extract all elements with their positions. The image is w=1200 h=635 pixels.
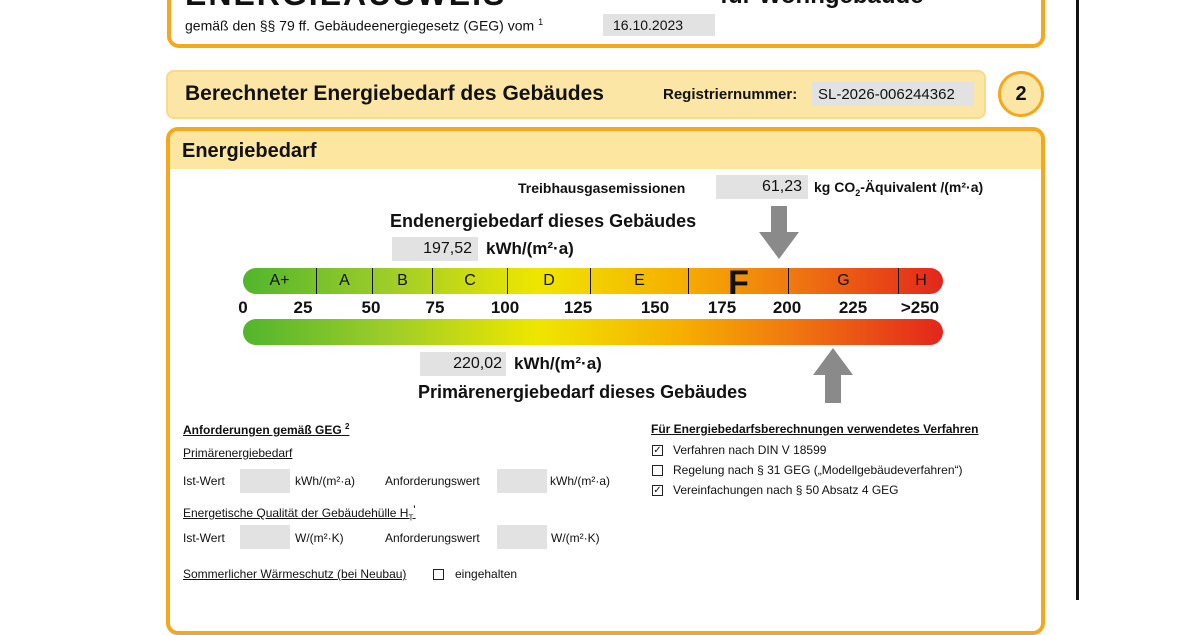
checkbox: ✓: [652, 485, 663, 496]
class-cell: H: [898, 268, 943, 294]
method-option: Regelung nach § 31 GEG („Modellgebäudeve…: [673, 463, 963, 477]
end-unit: kWh/(m²·a): [486, 239, 574, 258]
class-cell: F: [688, 268, 788, 294]
main-title: Energiebedarf: [182, 140, 317, 162]
up-arrow: [813, 348, 853, 403]
tick-label: 50: [361, 298, 381, 317]
legal: gemäß den §§ 79 ff. Gebäudeenergiegesetz…: [185, 17, 535, 34]
tick-label: 0: [238, 298, 248, 317]
method-title: Für Energiebedarfsberechnungen verwendet…: [651, 422, 979, 436]
page-number: 2: [998, 71, 1044, 117]
edge-line: [1076, 0, 1079, 600]
main-box: [166, 127, 1045, 635]
date: 16.10.2023: [613, 17, 684, 33]
reg-number: SL-2026-006244362: [818, 86, 955, 103]
checkbox: [652, 465, 663, 476]
doc-subtitle: für Wohngebäude: [720, 0, 924, 10]
unit-prefix: kg CO: [814, 179, 856, 195]
req-note: 2: [345, 422, 350, 431]
emissions-value: 61,23: [761, 178, 802, 195]
req-title: Anforderungen gemäß GEG 2: [183, 422, 349, 437]
checkbox: ✓: [652, 445, 663, 456]
class-cell: E: [590, 268, 688, 294]
primary-title: Primärenergiebedarf dieses Gebäudes: [418, 382, 748, 402]
tick-label: 175: [707, 298, 737, 317]
class-cell: D: [507, 268, 590, 294]
ist-label: Ist-Wert: [183, 474, 225, 488]
primary-value: 220,02: [453, 355, 502, 372]
tick-label: 150: [640, 298, 670, 317]
envelope-text: Energetische Qualität der Gebäudehülle H: [183, 506, 409, 520]
end-title: Endenergiebedarf dieses Gebäudes: [390, 211, 697, 231]
down-arrow: [759, 206, 799, 259]
class-cell: A: [316, 268, 372, 294]
class-cell: B: [372, 268, 432, 294]
unit: kWh/(m²·a): [550, 474, 610, 488]
emissions-box: [716, 175, 808, 199]
tick-label: 75: [425, 298, 445, 317]
summer-label: Sommerlicher Wärmeschutz (bei Neubau): [183, 567, 407, 581]
primary-heading: Primärenergiebedarf: [183, 446, 293, 460]
emissions-unit: kg CO2-Äquivalent /(m²·a): [814, 179, 983, 198]
emissions-label: Treibhausgasemissionen: [518, 180, 686, 196]
unit: W/(m²·K): [295, 531, 344, 545]
doc-title: ENERGIEAUSWEIS: [185, 0, 506, 13]
unit-sub: 2: [855, 187, 861, 198]
section-title: Berechneter Energiebedarf des Gebäudes: [185, 82, 604, 105]
ist-label: Ist-Wert: [183, 531, 225, 545]
input-box: [240, 525, 290, 549]
class-cell: C: [432, 268, 507, 294]
unit: W/(m²·K): [551, 531, 600, 545]
reg-label: Registriernummer:: [663, 86, 798, 103]
end-box: [392, 237, 478, 261]
input-box: [240, 469, 290, 493]
input-box: [497, 469, 547, 493]
primary-box: [420, 352, 506, 376]
main-header: [170, 131, 1041, 169]
req-label: Anforderungswert: [385, 474, 480, 488]
date-box: [603, 14, 715, 36]
tick-label: 125: [563, 298, 593, 317]
class-scale: A+ A B C D E F G H: [243, 268, 943, 294]
summer-option: eingehalten: [455, 567, 518, 581]
scale-ticks: 0 25 50 75 100 125 150 175 200 225 >250: [0, 298, 1200, 320]
tick-label: 25: [293, 298, 313, 317]
req-label: Anforderungswert: [385, 531, 480, 545]
checkbox: [433, 569, 444, 580]
method-option: Verfahren nach DIN V 18599: [673, 443, 827, 457]
method-option: Vereinfachungen nach § 50 Absatz 4 GEG: [673, 483, 899, 497]
end-value: 197,52: [423, 240, 472, 257]
envelope-sub: T: [408, 513, 414, 523]
tick-label: >250: [900, 298, 940, 317]
class-cell: G: [788, 268, 898, 294]
tick-label: 100: [490, 298, 520, 317]
header-box: [167, 0, 1045, 48]
envelope-heading: Energetische Qualität der Gebäudehülle H…: [183, 504, 416, 522]
input-box: [497, 525, 547, 549]
reg-box: [812, 82, 974, 106]
class-cell: A+: [269, 272, 290, 289]
tick-label: 225: [838, 298, 868, 317]
unit: kWh/(m²·a): [295, 474, 355, 488]
envelope-sup: ': [413, 504, 416, 514]
tick-label: 200: [772, 298, 802, 317]
primary-scale: [243, 319, 943, 345]
req-title-text: Anforderungen gemäß GEG: [183, 423, 342, 437]
primary-unit: kWh/(m²·a): [514, 354, 602, 373]
legal-text: gemäß den §§ 79 ff. Gebäudeenergiegesetz…: [185, 17, 543, 34]
legal-note: 1: [538, 17, 544, 27]
unit-suffix: -Äquivalent /(m²·a): [860, 179, 984, 195]
